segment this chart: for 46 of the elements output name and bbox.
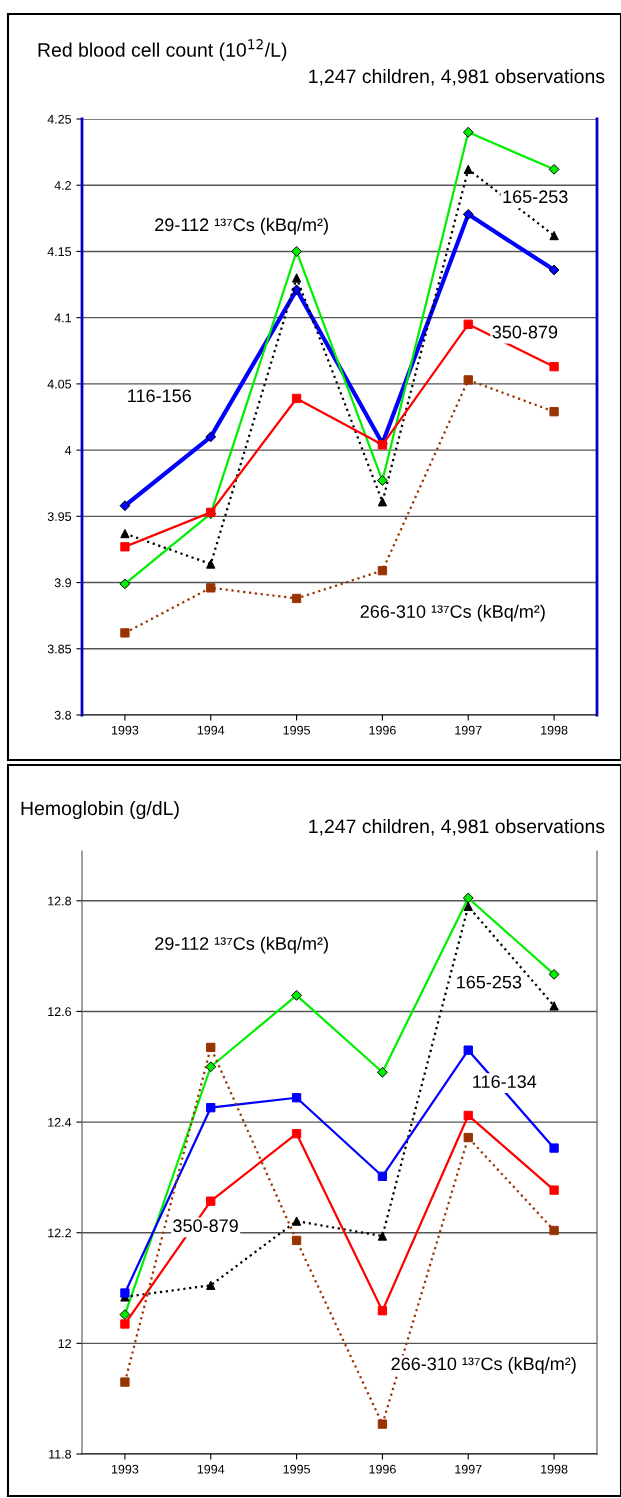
y-tick-label: 4.05 <box>47 379 72 389</box>
annotation: 116-156 <box>128 389 191 403</box>
chart-title: Red blood cell count (10$^{12}$/L) <box>38 39 287 61</box>
annotation: 29-112 ¹³⁷Cs (kBq/m²) <box>155 217 328 235</box>
y-tick-label: 3.85 <box>47 644 72 654</box>
y-tick-label: 4 <box>64 446 72 455</box>
x-tick-label: 1998 <box>541 725 568 735</box>
x-tick-label: 1997 <box>455 725 482 735</box>
x-tick-label: 1996 <box>369 1464 396 1474</box>
x-tick-label: 1995 <box>283 725 310 735</box>
y-tick-label: 3.9 <box>54 578 71 588</box>
x-tick-label: 1997 <box>455 1464 482 1474</box>
point <box>377 565 388 576</box>
chart-title: Hemoglobin (g/dL) <box>21 800 179 820</box>
annotation: 350-879 <box>173 1219 238 1233</box>
x-tick-label: 1993 <box>111 1464 139 1474</box>
y-tick-label: 12.8 <box>48 896 72 906</box>
point <box>463 1132 473 1143</box>
y-tick-label: 12.6 <box>48 1007 72 1017</box>
y-tick-label: 12.2 <box>48 1228 71 1238</box>
x-tick-label: 1995 <box>283 1464 310 1474</box>
y-tick-label: 4.2 <box>54 181 71 190</box>
annotation: 29-112 ¹³⁷Cs (kBq/m²) <box>155 936 328 954</box>
y-tick-label: 12.4 <box>48 1117 72 1127</box>
y-tick-label: 3.95 <box>47 512 72 521</box>
x-tick-label: 1994 <box>197 1464 225 1474</box>
annotation: 350-879 <box>492 325 558 339</box>
y-tick-label: 3.8 <box>54 710 72 720</box>
x-tick-label: 1996 <box>369 725 396 735</box>
y-tick-label: 12 <box>58 1339 71 1348</box>
x-tick-label: 1994 <box>197 725 225 735</box>
annotation: 266-310 ¹³⁷Cs (kBq/m²) <box>391 1356 576 1374</box>
annotation: 266-310 ¹³⁷Cs (kBq/m²) <box>360 604 545 622</box>
x-tick-label: 1993 <box>111 725 139 735</box>
annotation: 165-253 <box>457 975 522 989</box>
chart-subtitle: 1,247 children, 4,981 observations <box>309 68 605 86</box>
point <box>291 1235 302 1246</box>
y-tick-label: 4.25 <box>47 114 72 124</box>
x-tick-label: 1998 <box>541 1464 568 1474</box>
annotation: 116-134 <box>473 1075 537 1088</box>
point <box>291 393 302 404</box>
y-tick-label: 11.8 <box>49 1449 72 1459</box>
y-tick-label: 4.15 <box>47 247 72 257</box>
y-tick-label: 4.1 <box>54 313 71 323</box>
annotation: 165-253 <box>503 190 568 204</box>
chart-subtitle: 1,247 children, 4,981 observations <box>309 818 605 836</box>
